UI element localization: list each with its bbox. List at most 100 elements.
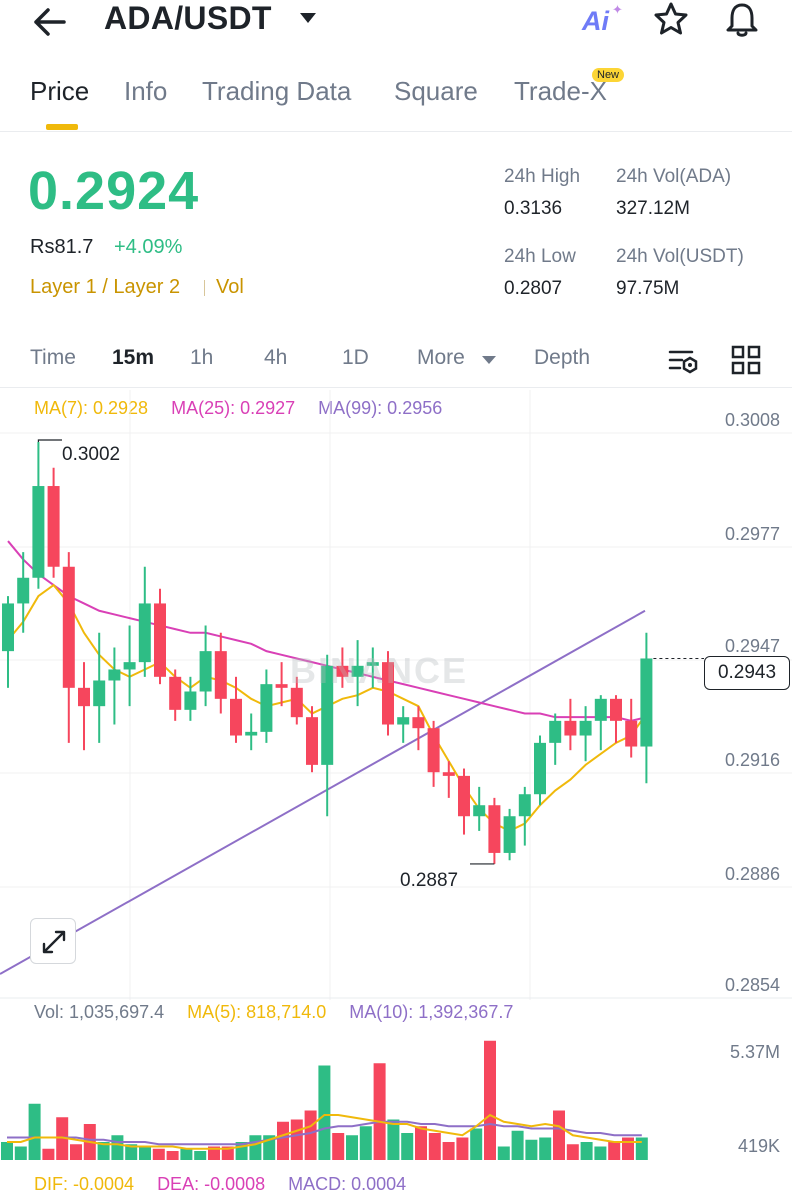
candle-body [518,794,531,817]
vol-axis-label: 419K [737,1136,780,1156]
candle-body [640,658,653,747]
volume-bar [332,1133,345,1160]
category-tag[interactable]: Layer 1 / Layer 2 [30,276,181,298]
watermark-logo: BINANCE [290,650,469,691]
vol-ma5-value: MA(5): 818,714.0 [187,1002,327,1022]
candle-body [351,665,364,677]
volume-bar [428,1133,441,1160]
more-caret-icon[interactable] [481,354,497,366]
candle-body [62,566,75,688]
volume-bar [28,1103,41,1160]
y-axis-label: 0.3008 [724,410,780,430]
candle-body [412,717,425,729]
interval-more[interactable]: More [417,346,465,369]
volume-bar [401,1133,414,1160]
macd-dif: DIF: -0.0004 [34,1174,135,1194]
volume-bar [539,1137,552,1160]
tab-trade-x[interactable]: Trade-X [514,76,607,106]
ma99-value: MA(99): 0.2956 [318,398,443,418]
volume-bar [14,1146,27,1160]
candlestick-chart[interactable] [0,390,792,1000]
candle-body [184,691,197,710]
star-icon[interactable] [652,0,690,38]
interval-15m[interactable]: 15m [112,346,155,369]
volume-bar [442,1142,455,1160]
candle-body [78,687,90,707]
volume-chart[interactable] [0,1030,792,1162]
volume-bar [318,1065,331,1160]
volume-bar [470,1128,483,1160]
back-arrow-icon[interactable] [28,4,72,40]
tab-square[interactable]: Square [394,76,478,106]
tab-price[interactable]: Price [30,76,90,106]
last-price: 0.2924 [28,161,200,221]
bell-icon[interactable] [722,0,762,40]
candle-body [169,676,182,710]
candle-body [93,680,106,707]
candle-body [290,687,303,718]
volume-bar [42,1148,55,1160]
candle-body [488,805,501,853]
candle-body [473,805,486,817]
vol-ma10-value: MA(10): 1,392,367.7 [349,1002,514,1022]
volume-bar [111,1135,124,1160]
volume-bar [1,1142,13,1160]
vol-tag[interactable]: Vol [216,276,244,298]
candle-body [458,775,470,817]
layout-grid-icon[interactable] [730,344,762,376]
volume-bar [70,1144,82,1160]
volume-bar [622,1137,634,1160]
interval-time[interactable]: Time [30,346,76,369]
candle-body [214,651,227,699]
interval-1d[interactable]: 1D [342,346,369,369]
volume-bar [194,1151,207,1160]
ai-icon[interactable]: Ai [582,6,609,36]
caret-down-icon[interactable] [298,10,318,26]
candle-body [427,728,440,773]
candle-body [321,665,334,765]
volume-bar [525,1139,538,1160]
expand-chart-button[interactable] [30,918,76,964]
ma25-value: MA(25): 0.2927 [171,398,296,418]
candle-body [579,720,592,736]
candle-body [534,742,546,795]
high-value: 0.3136 [504,198,563,219]
interval-bar: Time 15m 1h 4h 1D More Depth [0,340,792,388]
volume-bar [139,1146,151,1160]
volume-bar [166,1151,179,1160]
tab-bar: Price Info Trading Data Square Trade-X N… [0,68,792,132]
expand-icon [42,930,66,954]
vol-ma5-line [7,1113,642,1150]
candle-body [382,662,394,725]
candle-body [108,669,121,681]
volume-bar [484,1040,496,1160]
y-axis-label: 0.2977 [724,524,780,544]
ai-sparkle-icon: ✦ [612,2,623,17]
volume-bar [594,1146,607,1160]
tab-info[interactable]: Info [124,76,168,106]
volume-bar [277,1121,289,1160]
macd-value: MACD: 0.0004 [288,1174,407,1194]
candle-body [564,720,577,736]
vol-usdt-value: 97.75M [616,278,680,299]
indicator-settings-icon[interactable] [666,344,700,378]
low-value: 0.2807 [504,278,563,299]
candle-body [336,665,349,677]
candle-body [397,717,410,725]
volume-bar [415,1126,427,1160]
volume-bar [387,1119,400,1160]
new-badge: New [592,68,625,82]
fiat-price: Rs81.7 [30,236,94,258]
volume-bar [608,1142,621,1160]
vol-axis-label: 5.37M [729,1042,780,1062]
volume-bar [359,1126,372,1160]
volume-legend: Vol: 1,035,697.4 MA(5): 818,714.0 MA(10)… [34,1002,531,1023]
tab-trading-data[interactable]: Trading Data [202,76,352,106]
interval-4h[interactable]: 4h [264,346,288,369]
interval-1h[interactable]: 1h [190,346,214,369]
pair-title[interactable]: ADA/USDT [104,0,272,36]
volume-bar [180,1148,193,1160]
candle-body [275,684,288,688]
interval-depth[interactable]: Depth [534,346,591,369]
candle-body [230,698,242,736]
